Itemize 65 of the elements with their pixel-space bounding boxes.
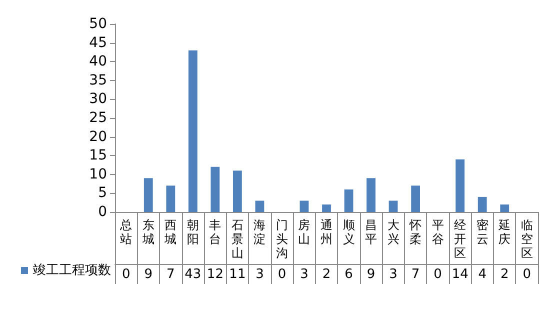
x-tick-label: 房山 (298, 218, 310, 246)
data-label: 4 (478, 267, 486, 282)
data-label: 11 (229, 267, 246, 282)
bar (388, 200, 398, 212)
y-tick-label: 30 (89, 91, 107, 108)
x-tick-label: 石景山 (231, 218, 244, 260)
bar (144, 178, 153, 212)
x-tick-label: 门头沟 (276, 218, 288, 260)
bar (300, 200, 309, 212)
y-tick-label: 10 (89, 166, 107, 182)
x-tick-label: 平谷 (432, 218, 444, 246)
x-tick-label: 昌平 (365, 218, 378, 246)
y-tick-label: 20 (89, 128, 107, 145)
data-label: 0 (522, 267, 532, 282)
x-tick-label: 顺义 (342, 218, 355, 246)
bar (478, 196, 487, 212)
y-tick-label: 15 (89, 148, 107, 164)
data-label: 7 (411, 267, 420, 282)
x-tick-label: 经开区 (454, 218, 466, 260)
y-tick-label: 0 (98, 204, 107, 220)
data-label: 14 (452, 267, 468, 282)
bar (210, 166, 220, 212)
data-label: 2 (500, 267, 509, 282)
y-tick-label: 25 (89, 110, 107, 126)
x-tick-label: 海淀 (254, 218, 266, 246)
bar (255, 200, 264, 212)
data-label: 0 (122, 267, 130, 282)
x-tick-label: 临空区 (520, 218, 533, 260)
y-tick-label: 50 (89, 16, 107, 32)
bar (344, 189, 354, 212)
bar (322, 204, 331, 212)
data-label: 0 (278, 267, 286, 282)
x-tick-label: 延庆 (498, 218, 511, 246)
data-label: 12 (206, 267, 224, 282)
y-tick-label: 35 (89, 72, 107, 88)
x-tick-label: 朝阳 (186, 218, 199, 246)
bar (166, 186, 176, 212)
x-tick-label: 总站 (119, 218, 132, 246)
legend-label: 竣工工程项数 (33, 263, 111, 278)
data-label: 3 (256, 267, 264, 282)
bar (500, 204, 510, 212)
data-label: 7 (166, 267, 175, 282)
bar (366, 178, 376, 212)
data-label: 9 (366, 267, 376, 282)
bar (456, 159, 465, 212)
data-label: 0 (434, 267, 442, 282)
bar (232, 170, 242, 212)
data-label: 3 (389, 267, 398, 282)
bar (411, 186, 420, 212)
x-tick-label: 大兴 (387, 218, 400, 246)
data-label: 9 (144, 267, 153, 282)
y-tick-label: 5 (98, 185, 107, 202)
bar (188, 50, 198, 212)
x-tick-label: 密云 (476, 218, 488, 246)
x-tick-label: 丰台 (209, 218, 222, 246)
x-tick-label: 东城 (141, 218, 154, 246)
y-tick-label: 40 (89, 54, 107, 70)
data-label: 2 (322, 267, 331, 282)
data-label: 3 (300, 267, 308, 282)
y-tick-label: 45 (89, 34, 107, 51)
data-label: 6 (344, 267, 353, 282)
x-tick-label: 西城 (164, 218, 177, 246)
x-tick-label: 怀柔 (408, 218, 422, 246)
x-tick-label: 通州 (320, 218, 332, 246)
data-label: 43 (184, 267, 202, 282)
